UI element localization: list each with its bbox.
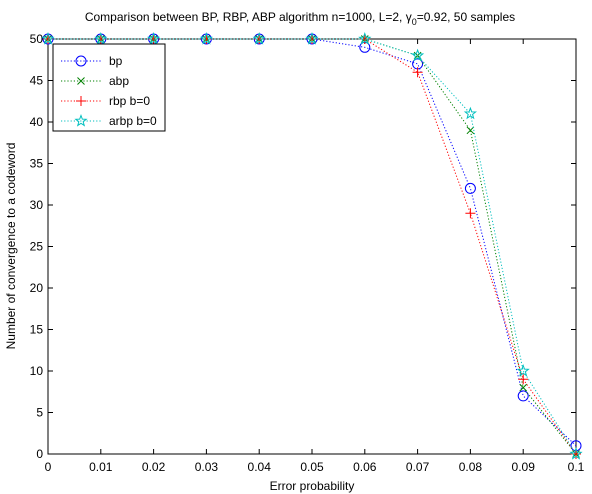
y-tick-label: 10 bbox=[30, 364, 44, 378]
data-point bbox=[519, 383, 528, 392]
legend-item: bp bbox=[61, 54, 123, 68]
data-point bbox=[569, 447, 583, 460]
x-tick-label: 0.07 bbox=[406, 460, 430, 474]
data-point bbox=[94, 32, 108, 45]
legend-item: abp bbox=[61, 74, 129, 88]
legend-label: bp bbox=[109, 54, 123, 68]
data-point bbox=[305, 32, 319, 45]
chart-title: Comparison between BP, RBP, ABP algorith… bbox=[85, 10, 515, 27]
chart-title-suffix: =0.92, 50 samples bbox=[417, 10, 515, 24]
x-tick-label: 0.01 bbox=[89, 460, 113, 474]
chart-title-prefix: Comparison between BP, RBP, ABP algorith… bbox=[85, 10, 406, 24]
data-point bbox=[464, 182, 476, 194]
data-point bbox=[41, 32, 55, 45]
legend-label: rbp b=0 bbox=[109, 94, 150, 108]
series-arbp-b-0 bbox=[41, 32, 583, 460]
data-point bbox=[412, 67, 423, 78]
data-point bbox=[518, 374, 529, 385]
x-tick-label: 0.04 bbox=[248, 460, 272, 474]
series-line bbox=[48, 38, 577, 455]
y-tick-label: 0 bbox=[36, 447, 43, 461]
legend-marker bbox=[77, 77, 85, 85]
data-point bbox=[516, 364, 530, 377]
legend-marker bbox=[76, 96, 86, 106]
legend-box bbox=[52, 43, 166, 132]
y-tick-label: 35 bbox=[30, 157, 44, 171]
data-point bbox=[517, 390, 529, 402]
series-line bbox=[48, 38, 577, 447]
legend-label: abp bbox=[109, 74, 129, 88]
y-tick-label: 40 bbox=[30, 115, 44, 129]
y-tick-label: 30 bbox=[30, 198, 44, 212]
y-tick-label: 15 bbox=[30, 323, 44, 337]
y-tick-label: 45 bbox=[30, 74, 44, 88]
x-tick-label: 0.08 bbox=[459, 460, 483, 474]
chart-title-gamma-sub: 0 bbox=[412, 17, 417, 27]
data-point bbox=[147, 32, 161, 45]
legend-item: rbp b=0 bbox=[61, 94, 150, 108]
y-axis-label: Number of convergence to a codeword bbox=[4, 143, 18, 350]
x-tick-label: 0.06 bbox=[353, 460, 377, 474]
chart-title-gamma: γ bbox=[406, 10, 412, 24]
axis-ticks: 0 0.01 0.02 0.03 0.04 0.05 0.06 0.07 0.08 0.09 0.1… bbox=[30, 32, 585, 474]
legend-marker bbox=[74, 114, 88, 127]
x-tick-label: 0.05 bbox=[300, 460, 324, 474]
x-tick-label: 0.03 bbox=[195, 460, 219, 474]
y-tick-label: 25 bbox=[30, 240, 44, 254]
y-tick-label: 5 bbox=[36, 406, 43, 420]
data-point bbox=[466, 126, 475, 135]
y-tick-label: 20 bbox=[30, 281, 44, 295]
y-tick-label: 50 bbox=[30, 32, 44, 46]
x-tick-label: 0 bbox=[45, 460, 52, 474]
data-point bbox=[465, 208, 476, 219]
legend-marker bbox=[75, 55, 87, 67]
x-tick-label: 0.09 bbox=[512, 460, 536, 474]
data-point bbox=[252, 32, 266, 45]
series-layer bbox=[41, 32, 583, 460]
data-point bbox=[358, 32, 372, 45]
x-axis-label: Error probability bbox=[270, 479, 355, 493]
data-point bbox=[199, 32, 213, 45]
legend-item: arbp b=0 bbox=[61, 114, 157, 128]
data-point bbox=[411, 48, 425, 62]
series-line bbox=[48, 38, 577, 455]
legend: bp abp rbp b=0 arbp b=0 bbox=[52, 43, 166, 132]
legend-label: arbp b=0 bbox=[109, 114, 157, 128]
x-tick-label: 0.02 bbox=[142, 460, 166, 474]
x-tick-label: 0.1 bbox=[568, 460, 585, 474]
data-point bbox=[463, 106, 477, 120]
